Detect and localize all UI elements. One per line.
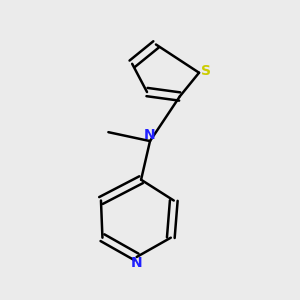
- Text: N: N: [144, 128, 156, 142]
- Text: S: S: [201, 64, 211, 78]
- Text: N: N: [131, 256, 142, 270]
